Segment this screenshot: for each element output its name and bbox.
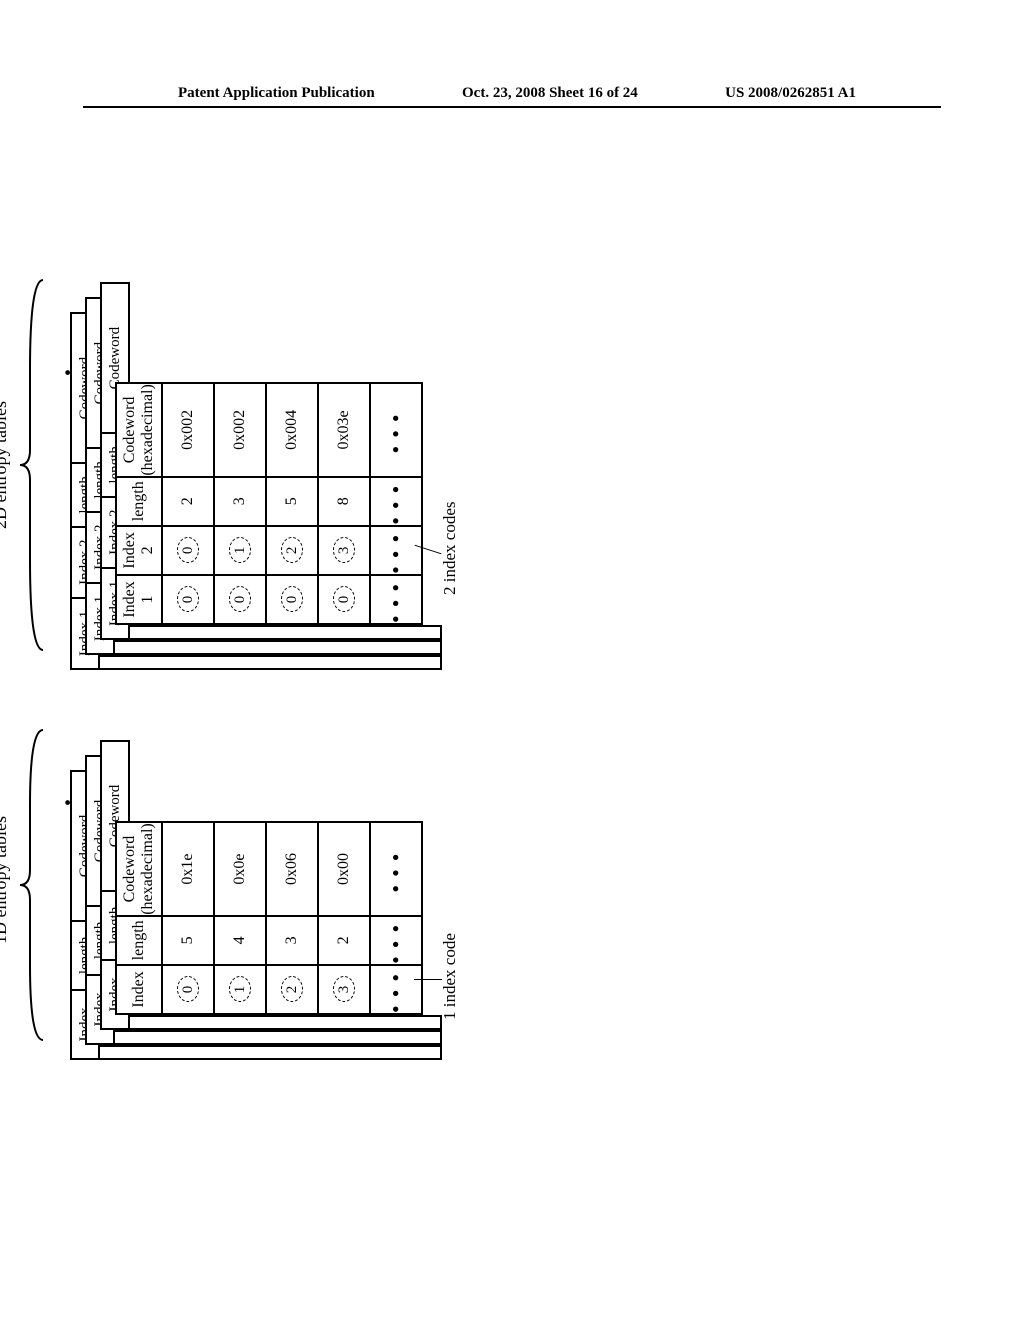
stack-filler-2d [98, 655, 442, 670]
header-center: Oct. 23, 2008 Sheet 16 of 24 [462, 85, 638, 102]
col-index: Index [116, 965, 162, 1014]
figure-18: FIG. 18 1D entropy tables • • • Index le… [0, 315, 1010, 1055]
table-1d: Index length Codeword (hexadecimal) 050x… [115, 821, 423, 1015]
table-row-ellipsis: •••••••••••• [370, 383, 422, 624]
footer-2d: 2 index codes [440, 502, 460, 595]
table-row: 0130x002 [214, 383, 266, 624]
col-index2: Index 2 [116, 526, 162, 575]
stack-filler-2d [113, 640, 442, 655]
table-row-ellipsis: ••••••••• [370, 822, 422, 1014]
stack-filler-1d [98, 1045, 442, 1060]
table-row: 0380x03e [318, 383, 370, 624]
table-row: 320x00 [318, 822, 370, 1014]
table-row: 050x1e [162, 822, 214, 1014]
header-right: US 2008/0262851 A1 [725, 85, 856, 102]
page-header: Patent Application Publication Oct. 23, … [83, 85, 941, 108]
brace-2d [18, 275, 48, 655]
footer-1d: 1 index code [440, 933, 460, 1020]
table-row: 0020x002 [162, 383, 214, 624]
col-length: length [116, 477, 162, 526]
table-2d: Index 1 Index 2 length Codeword (hexadec… [115, 382, 423, 625]
label-1d: 1D entropy tables [0, 735, 11, 1025]
brace-1d [18, 725, 48, 1045]
col-codeword: Codeword (hexadecimal) [116, 383, 162, 477]
col-codeword: Codeword (hexadecimal) [116, 822, 162, 916]
stack-filler-2d [128, 625, 442, 640]
table-row: 0250x004 [266, 383, 318, 624]
header-left: Patent Application Publication [178, 85, 375, 102]
table-row: 140x0e [214, 822, 266, 1014]
stack-filler-1d [113, 1030, 442, 1045]
table-row: 230x06 [266, 822, 318, 1014]
col-length: length [116, 916, 162, 965]
stack-filler-1d [128, 1015, 442, 1030]
col-index1: Index 1 [116, 575, 162, 624]
pointer-1d [414, 979, 442, 980]
label-2d: 2D entropy tables [0, 285, 11, 645]
